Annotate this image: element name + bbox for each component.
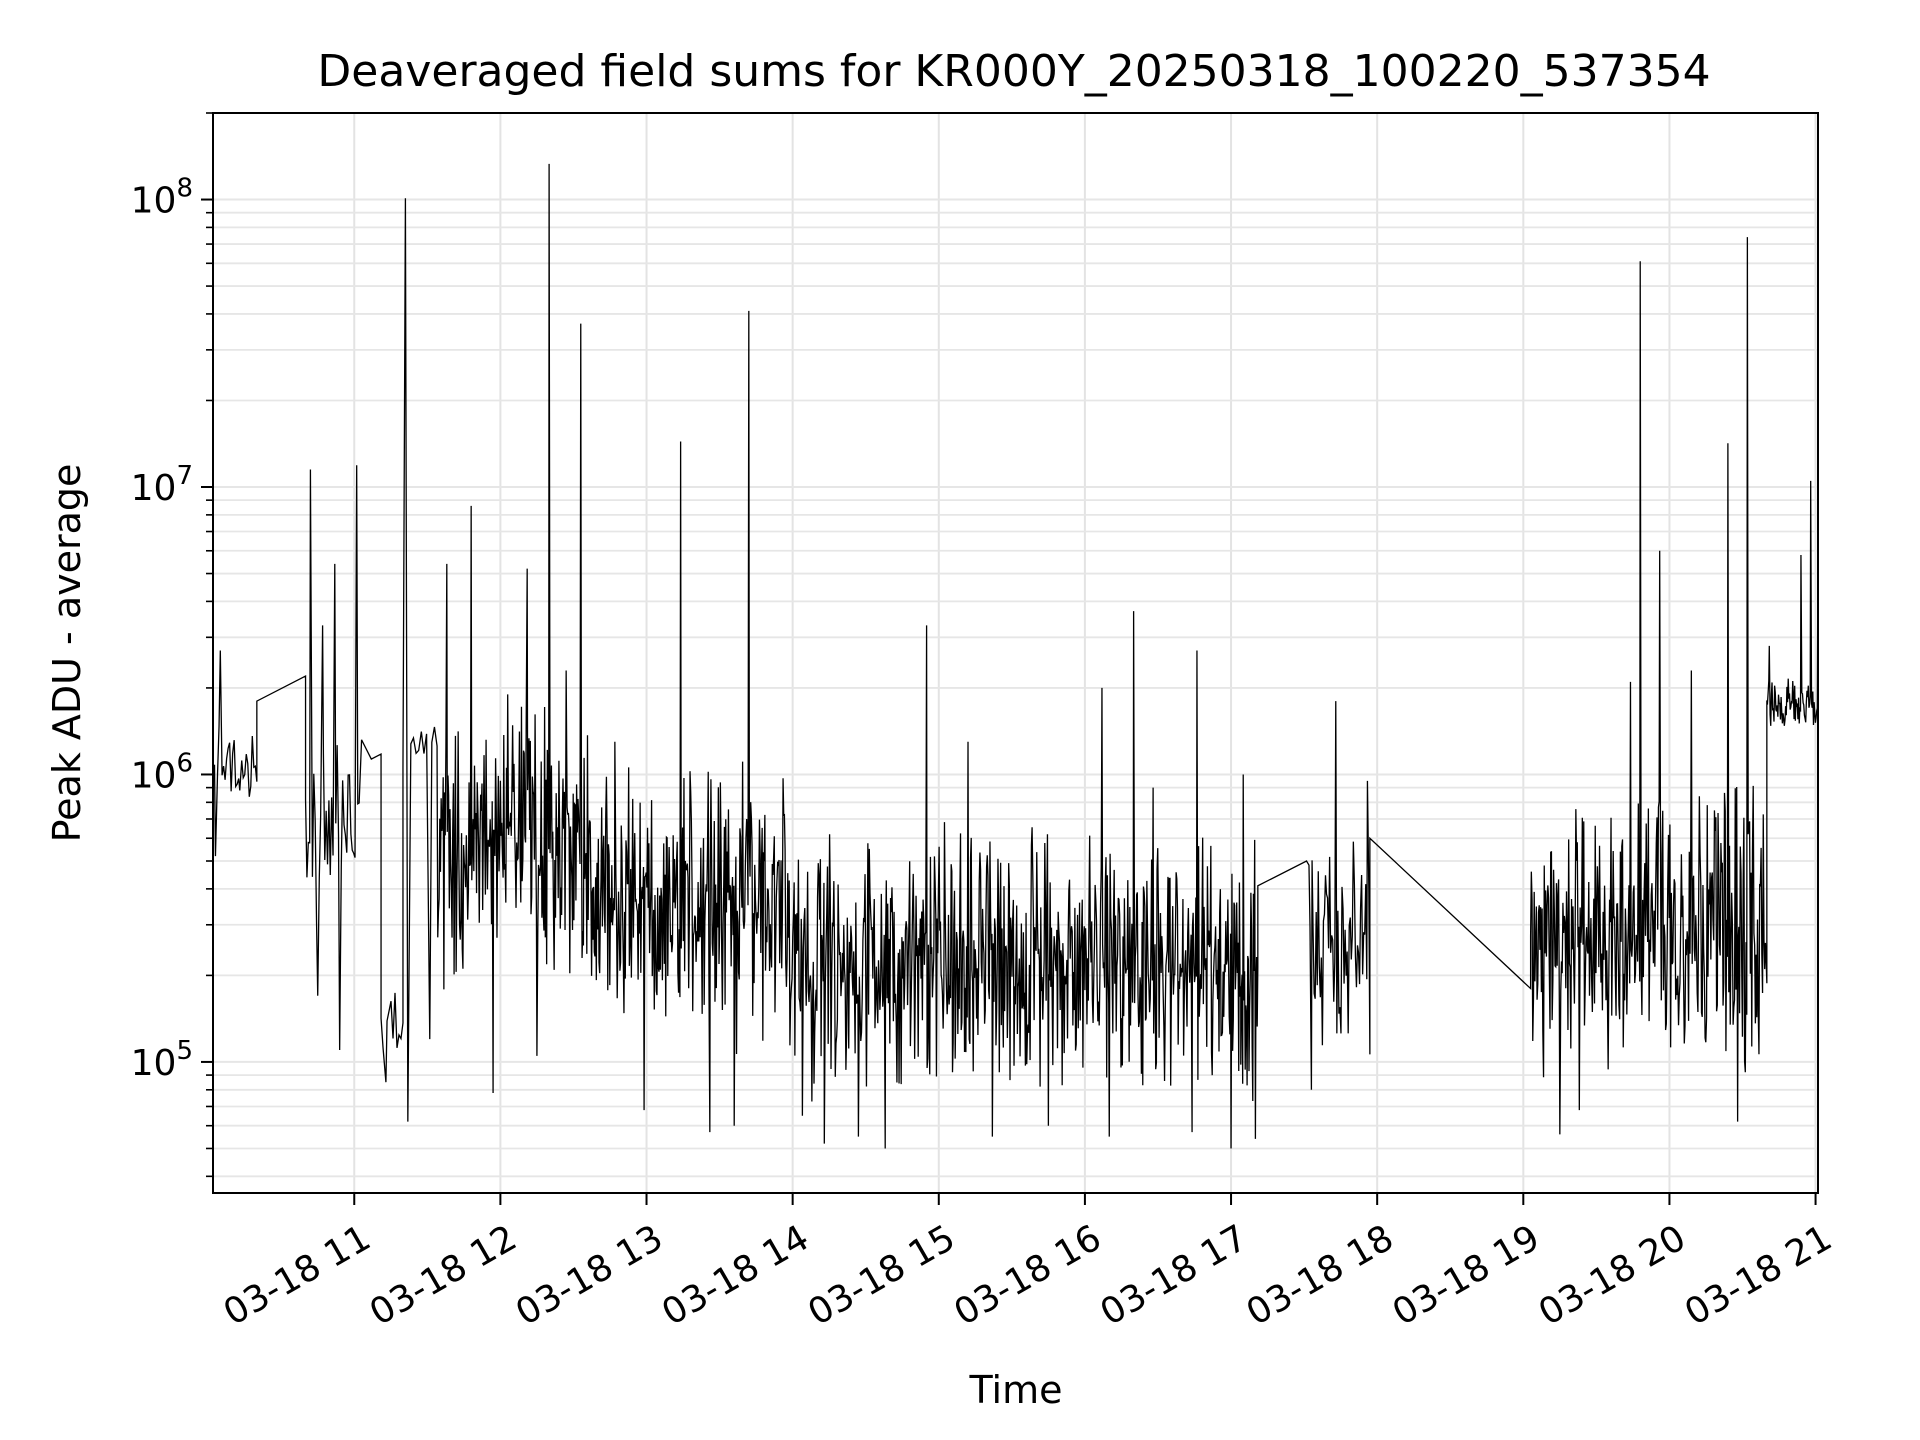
axes-frame	[212, 112, 1819, 1194]
y-tick-label: 105	[131, 1036, 193, 1084]
y-tick-label: 107	[131, 461, 193, 509]
chart-title: Deaveraged field sums for KR000Y_2025031…	[317, 46, 1710, 97]
x-axis-label: Time	[969, 1368, 1063, 1412]
plot-area	[213, 163, 1818, 1149]
y-axis: 105 106 107 108	[131, 112, 213, 1178]
grid-lines	[213, 112, 1818, 1193]
y-tick-label: 106	[131, 748, 193, 796]
y-axis-label: Peak ADU - average	[45, 464, 89, 843]
y-tick-label: 108	[131, 174, 193, 222]
series-line	[213, 163, 1818, 1149]
